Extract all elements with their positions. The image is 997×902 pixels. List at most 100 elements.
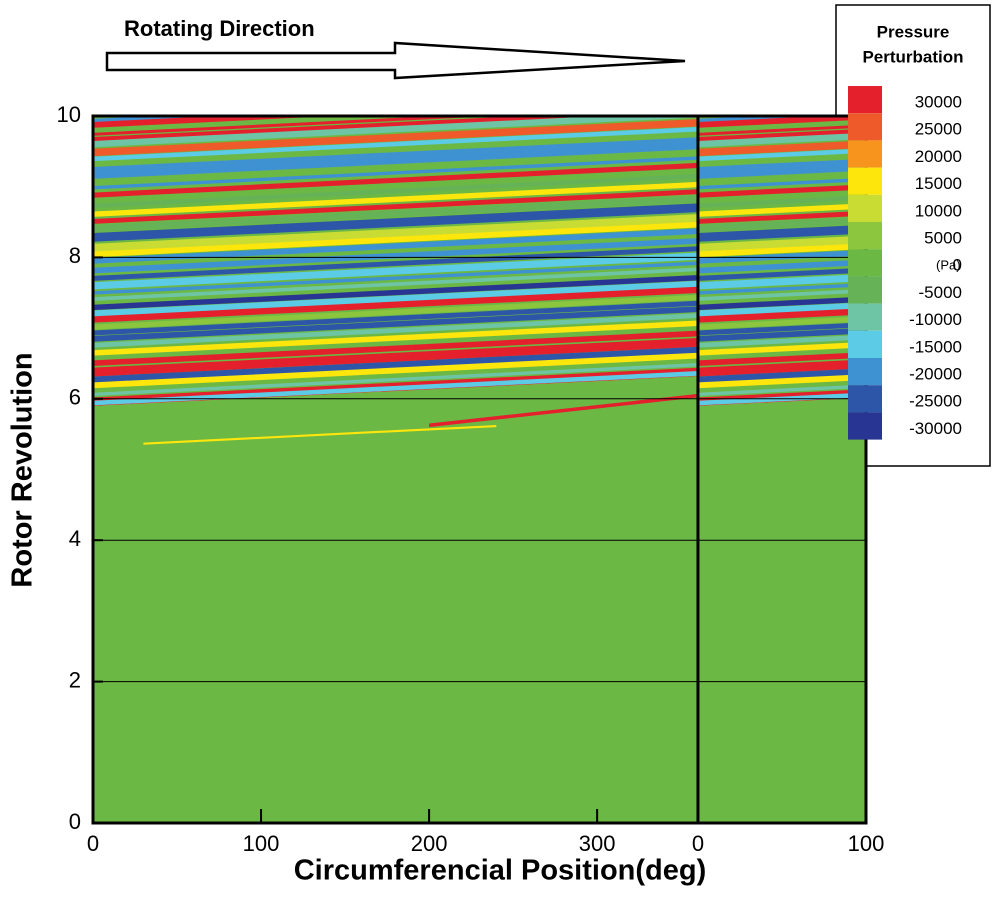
- contour-band: [697, 316, 866, 330]
- x-tick-label: 100: [848, 831, 885, 856]
- contour-band: [697, 116, 821, 123]
- contour-band: [93, 280, 698, 317]
- contour-band: [93, 116, 497, 136]
- contour-band: [93, 116, 216, 123]
- contour-band: [429, 393, 698, 428]
- contour-band: [93, 238, 698, 274]
- contour-band: [697, 282, 866, 295]
- contour-band: [93, 156, 698, 190]
- legend-swatch: [848, 113, 882, 141]
- contour-band: [93, 320, 698, 356]
- contour-band: [697, 334, 866, 348]
- x-tick-label: 0: [692, 831, 704, 856]
- contour-band: [93, 337, 698, 377]
- contour-band: [93, 137, 698, 171]
- contour-band: [697, 224, 866, 242]
- legend-swatch: [848, 222, 882, 250]
- contour-band: [697, 296, 866, 311]
- contour-band: [93, 275, 698, 311]
- legend-swatch: [848, 140, 882, 168]
- x-axis-label: Circumferencial Position(deg): [294, 855, 707, 887]
- contour-band: [697, 162, 866, 179]
- contour-band: [697, 359, 866, 377]
- legend-label: -30000: [909, 419, 962, 438]
- contour-band: [143, 424, 497, 445]
- contour-band: [697, 184, 866, 198]
- contour-band: [697, 267, 866, 281]
- legend-unit: (Pa): [936, 258, 961, 273]
- y-tick-label: 6: [69, 385, 81, 410]
- contour-band: [697, 274, 866, 290]
- x-tick-label: 100: [243, 831, 280, 856]
- contour-band: [93, 119, 698, 157]
- contour-band: [697, 195, 866, 209]
- y-tick-label: 0: [69, 809, 81, 834]
- contour-band: [93, 313, 698, 348]
- contour-band: [93, 300, 698, 336]
- y-tick-label: 8: [69, 243, 81, 268]
- contour-band: [697, 302, 866, 317]
- contour-band: [93, 173, 698, 209]
- contour-band: [697, 241, 866, 258]
- contour-band: [697, 341, 866, 356]
- legend-label: -25000: [909, 392, 962, 411]
- x-tick-label: 200: [411, 831, 448, 856]
- contour-band: [93, 83, 698, 116]
- legend-swatch: [848, 167, 882, 195]
- legend-title: Perturbation: [862, 47, 963, 66]
- contour-band: [697, 384, 866, 397]
- contour-band: [93, 351, 698, 389]
- y-tick-label: 2: [69, 667, 81, 692]
- contour-band: [697, 352, 866, 367]
- contour-band: [93, 189, 698, 224]
- y-tick-label: 4: [69, 526, 81, 551]
- contour-band: [93, 126, 698, 162]
- contour-band: [93, 267, 698, 301]
- legend-label: 10000: [915, 201, 962, 220]
- legend-label: 25000: [915, 120, 962, 139]
- contour-band: [697, 158, 866, 171]
- legend-label: -5000: [919, 283, 962, 302]
- legend-label: 5000: [924, 228, 962, 247]
- legend-title: Pressure: [877, 22, 950, 41]
- contour-band: [93, 228, 698, 264]
- contour-band: [697, 372, 866, 389]
- direction-arrow: [105, 41, 686, 80]
- legend-swatch: [848, 385, 882, 413]
- legend-swatch: [848, 86, 882, 114]
- contour-band: [93, 220, 698, 258]
- contour-band: [697, 259, 866, 274]
- contour-band: [93, 116, 602, 141]
- legend-swatch: [848, 330, 882, 358]
- contour-band: [697, 327, 866, 342]
- legend-label: 0: [953, 256, 962, 275]
- annotation: Rotating Direction: [124, 16, 315, 41]
- contour-band: [93, 140, 698, 179]
- contour-band: [697, 368, 866, 383]
- contour-band: [93, 203, 698, 242]
- contour-band: [697, 210, 866, 224]
- legend-label: 20000: [915, 147, 962, 166]
- contour-band: [697, 249, 866, 264]
- legend-label: -20000: [909, 364, 962, 383]
- contour-band: [697, 288, 866, 301]
- contour-band: [93, 74, 698, 108]
- contour-band: [93, 330, 698, 367]
- y-tick-label: 10: [57, 102, 81, 127]
- contour-band: [697, 322, 866, 336]
- legend-swatch: [848, 412, 882, 440]
- contour-band: [93, 306, 698, 342]
- contour-band: [697, 140, 866, 157]
- contour-band: [697, 177, 866, 190]
- contour-band: [93, 246, 698, 281]
- legend-label: 30000: [915, 92, 962, 111]
- legend-swatch: [848, 358, 882, 386]
- legend-swatch: [848, 194, 882, 222]
- contour-band: [697, 124, 866, 136]
- legend-swatch: [848, 303, 882, 331]
- contour-band: [93, 214, 698, 252]
- legend-swatch: [848, 276, 882, 304]
- plot-frame: [91, 114, 868, 825]
- contour-band: [93, 261, 698, 295]
